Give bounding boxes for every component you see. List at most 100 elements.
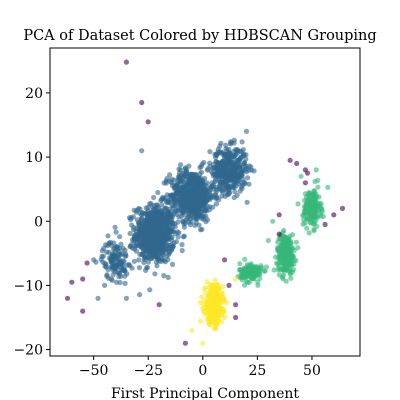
plot-frame [49,47,361,357]
data-point [228,160,234,166]
data-point [168,209,174,215]
data-point [226,183,232,189]
data-point [197,318,204,324]
data-point [169,261,176,267]
data-point [174,207,180,213]
data-point [244,279,251,285]
data-point [205,315,211,321]
data-point [239,139,245,145]
data-point [280,272,286,279]
data-point [246,181,252,187]
data-point [150,250,156,256]
data-point [231,167,237,173]
data-point [176,214,182,220]
data-point [113,229,119,235]
x-tick-label: 0 [198,363,207,379]
data-point [223,142,229,148]
data-point [164,235,171,241]
data-point [199,205,206,212]
data-point [217,149,223,155]
data-point [239,277,245,283]
data-point [169,246,175,252]
data-point [141,259,147,266]
data-point [243,128,250,134]
data-point [160,194,166,200]
data-point [257,275,263,281]
data-point [136,265,142,271]
data-point [190,199,196,205]
data-point [285,262,291,268]
data-point [213,159,219,165]
data-point [196,194,202,200]
data-point [169,182,175,188]
data-point [287,269,293,276]
data-point [176,230,182,236]
data-point [112,224,118,230]
data-point [295,245,301,251]
data-point [270,218,276,224]
data-point [197,227,204,233]
data-point [223,174,229,180]
data-point [136,257,142,263]
data-point [160,243,166,249]
data-point [138,244,144,250]
data-point [201,159,207,166]
data-point [307,191,313,197]
data-point [192,171,198,178]
data-point [177,198,183,204]
data-point [199,198,205,204]
data-point [64,295,71,301]
data-point [127,263,133,269]
data-point [224,147,230,153]
data-point [216,167,222,174]
data-point [204,192,211,198]
data-point [221,170,227,176]
data-point [265,237,271,244]
data-point [302,191,308,197]
data-point [237,188,243,194]
x-tick-label: −50 [79,363,109,379]
data-point [183,183,190,189]
data-point [131,235,137,241]
data-point [199,213,205,219]
data-point [200,180,206,186]
data-point [279,249,285,255]
data-point [311,188,317,194]
data-point [322,221,328,228]
data-point [232,172,238,178]
data-point [154,263,160,269]
data-point [146,241,152,247]
data-point [154,220,160,226]
x-tick-label: −25 [133,363,163,379]
data-point [287,255,293,261]
data-point [245,175,251,181]
data-point [219,181,225,187]
data-point [154,228,160,234]
data-point [237,162,243,169]
data-point [127,230,133,237]
data-point [171,192,177,198]
data-point [305,170,311,176]
data-point [216,185,223,191]
x-axis-label: First Principal Component [111,386,299,400]
data-point [80,308,86,314]
data-point [199,294,205,300]
data-point [224,168,231,174]
data-point [212,300,218,306]
data-point [117,234,123,240]
data-point [151,194,157,201]
data-point [315,184,321,190]
data-point [236,172,242,178]
data-point [311,207,317,213]
data-point [242,256,248,262]
data-point [102,260,108,266]
data-point [243,156,249,162]
data-point [182,340,188,346]
data-point [306,230,312,236]
data-point [112,253,119,259]
data-point [161,273,167,279]
data-point [194,185,201,191]
data-point [288,275,294,281]
data-point [110,272,116,278]
points-layer [64,59,346,346]
